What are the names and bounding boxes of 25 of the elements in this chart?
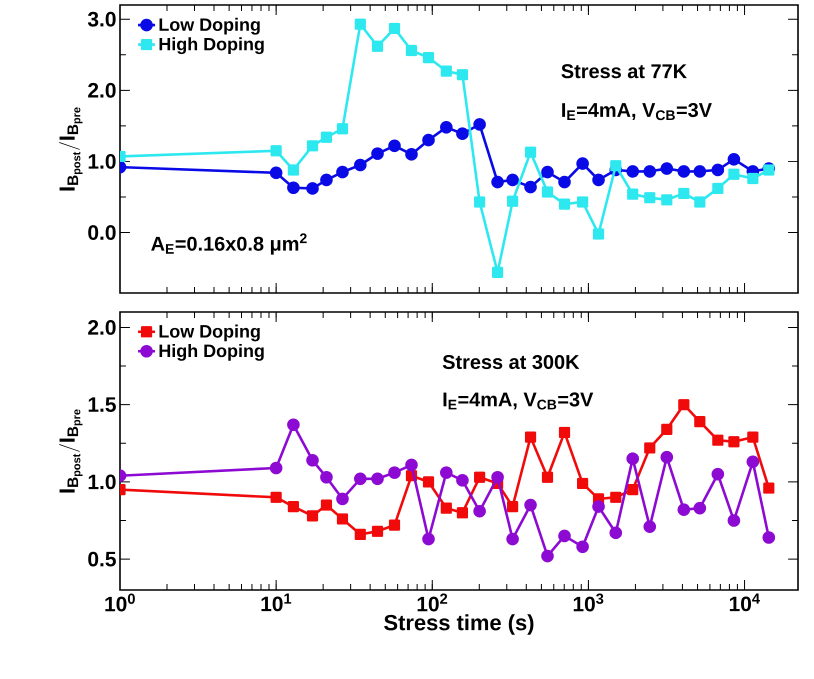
y-axis-title: $\mathbf{I_{B_{post}} / I_{B_{pre}}}$ (59, 409, 83, 493)
legend-label: Low Doping (160, 324, 260, 342)
x-tick-label: 10$^{3}$ (574, 594, 604, 612)
x-tick-label: 10$^{2}$ (418, 594, 448, 612)
y-tick-label: 3.0 (88, 12, 116, 27)
y-tick-label: 0.5 (88, 552, 116, 567)
y-tick-label: 1.0 (88, 154, 116, 169)
y-axis-title: $\mathbf{I_{B_{post}} / I_{B_{pre}}}$ (59, 107, 83, 191)
legend-label: High Doping (160, 37, 264, 54)
y-tick-label: 2.0 (88, 320, 116, 335)
x-tick-label: 10$^{0}$ (105, 594, 135, 612)
x-tick-label: 10$^{4}$ (730, 594, 760, 612)
y-tick-label: 1.5 (88, 397, 116, 412)
y-tick-label: 0.0 (88, 225, 116, 240)
legend-label: High Doping (160, 344, 264, 361)
annotation: Stress at 300K (442, 354, 580, 370)
text: A$_{E}$=0.16x0.8 μm$^{2}$ (151, 233, 307, 255)
x-axis-title: Stress time (s) (384, 614, 534, 635)
text: I$_{E}$=4mA, V$_{CB}$=3V (562, 102, 712, 120)
legend-label: Low Doping (160, 18, 260, 35)
text: I$_{E}$=4mA, V$_{CB}$=3V (444, 392, 594, 410)
x-tick-label: 10$^{1}$ (261, 594, 292, 612)
y-tick-label: 2.0 (88, 82, 116, 98)
y-tick-label: 1.0 (88, 474, 116, 490)
annotation: Stress at 77K (561, 64, 687, 78)
